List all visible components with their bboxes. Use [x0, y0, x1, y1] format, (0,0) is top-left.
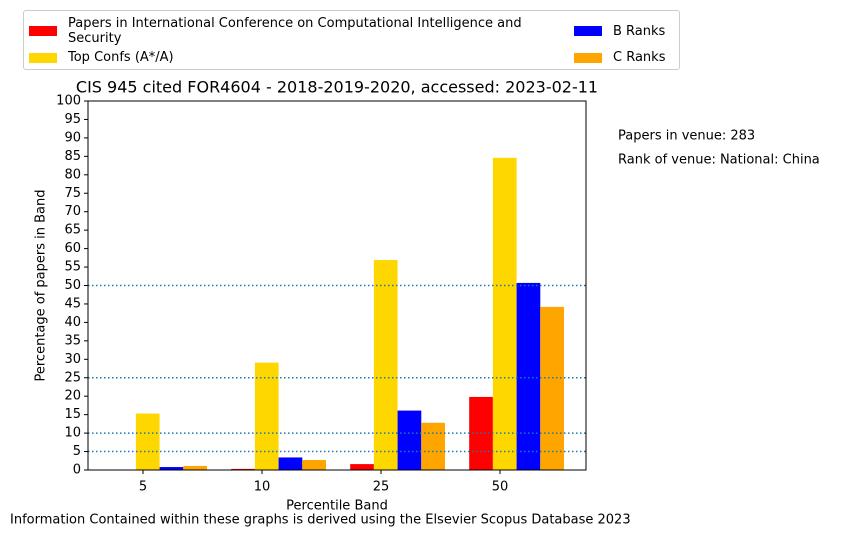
legend-swatch — [29, 26, 57, 36]
x-tick-label: 5 — [139, 480, 147, 495]
y-tick-label: 10 — [64, 426, 81, 441]
y-tick-label: 15 — [64, 407, 81, 422]
legend: Papers in International Conference on Co… — [23, 10, 680, 70]
y-axis-label: Percentage of papers in Band — [34, 189, 49, 381]
bar — [254, 362, 279, 470]
legend-swatch — [574, 26, 602, 36]
bar — [278, 457, 303, 470]
y-tick-label: 80 — [64, 167, 81, 182]
y-tick-label: 50 — [64, 278, 81, 293]
bar — [135, 413, 160, 470]
legend-entry: Papers in International Conference on Co… — [29, 16, 574, 46]
x-tick-label: 50 — [492, 480, 509, 495]
annotation: Rank of venue: National: China — [618, 153, 820, 168]
bar — [373, 260, 398, 470]
y-tick-label: 65 — [64, 223, 81, 238]
x-tick-label: 25 — [373, 480, 390, 495]
bar — [540, 306, 564, 470]
x-tick-label: 10 — [254, 480, 271, 495]
y-tick-label: 70 — [64, 204, 81, 219]
y-tick-label: 100 — [56, 94, 81, 109]
y-tick-label: 55 — [64, 260, 81, 275]
plot-frame — [87, 100, 587, 471]
bar — [421, 422, 445, 470]
y-tick-label: 25 — [64, 370, 81, 385]
y-tick-label: 5 — [73, 444, 81, 459]
legend-swatch — [574, 52, 602, 63]
footer: Information Contained within these graph… — [10, 513, 631, 528]
bar — [231, 468, 255, 470]
y-tick-label: 95 — [64, 112, 81, 127]
legend-swatch — [29, 52, 57, 63]
x-axis-label: Percentile Band — [286, 499, 388, 514]
bar — [183, 465, 207, 470]
legend-label: Papers in International Conference on Co… — [68, 16, 522, 46]
y-tick-label: 60 — [64, 241, 81, 256]
legend-entry: C Ranks — [574, 50, 674, 65]
bar — [516, 282, 541, 470]
legend-label: Top Confs (A*/A) — [68, 50, 174, 65]
bar — [492, 157, 517, 471]
y-tick-label: 75 — [64, 186, 81, 201]
y-tick-label: 35 — [64, 333, 81, 348]
bar — [397, 410, 422, 470]
legend-entry: Top Confs (A*/A) — [29, 50, 574, 65]
y-tick-label: 40 — [64, 315, 81, 330]
bar — [159, 467, 184, 470]
legend-label: B Ranks — [613, 23, 666, 39]
chart-title: CIS 945 cited FOR4604 - 2018-2019-2020, … — [76, 78, 598, 97]
legend-label: C Ranks — [613, 50, 666, 65]
y-tick-label: 85 — [64, 149, 81, 164]
legend-entry: B Ranks — [574, 24, 674, 39]
bar — [302, 460, 326, 470]
annotation: Papers in venue: 283 — [618, 129, 755, 144]
y-tick-label: 0 — [73, 463, 81, 478]
y-tick-label: 30 — [64, 352, 81, 367]
y-tick-label: 45 — [64, 296, 81, 311]
y-tick-label: 20 — [64, 389, 81, 404]
bar — [350, 464, 374, 470]
y-tick-label: 90 — [64, 130, 81, 145]
